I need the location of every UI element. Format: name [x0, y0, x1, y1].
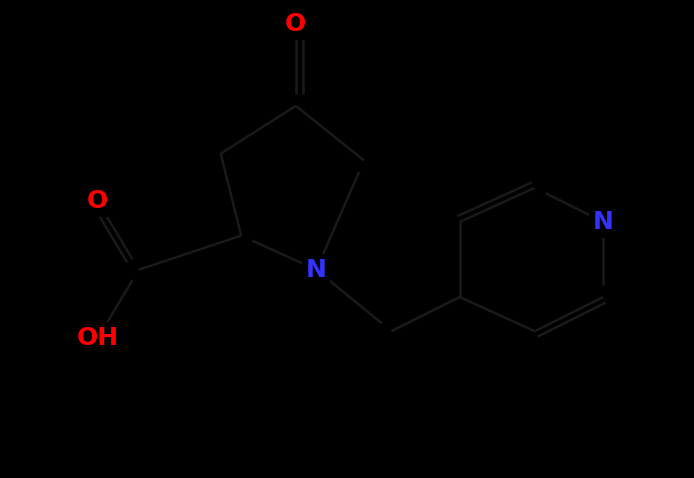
Text: N: N — [306, 258, 327, 282]
Text: O: O — [87, 189, 108, 214]
Text: OH: OH — [77, 326, 119, 350]
Text: O: O — [285, 12, 307, 36]
Text: N: N — [593, 210, 613, 234]
